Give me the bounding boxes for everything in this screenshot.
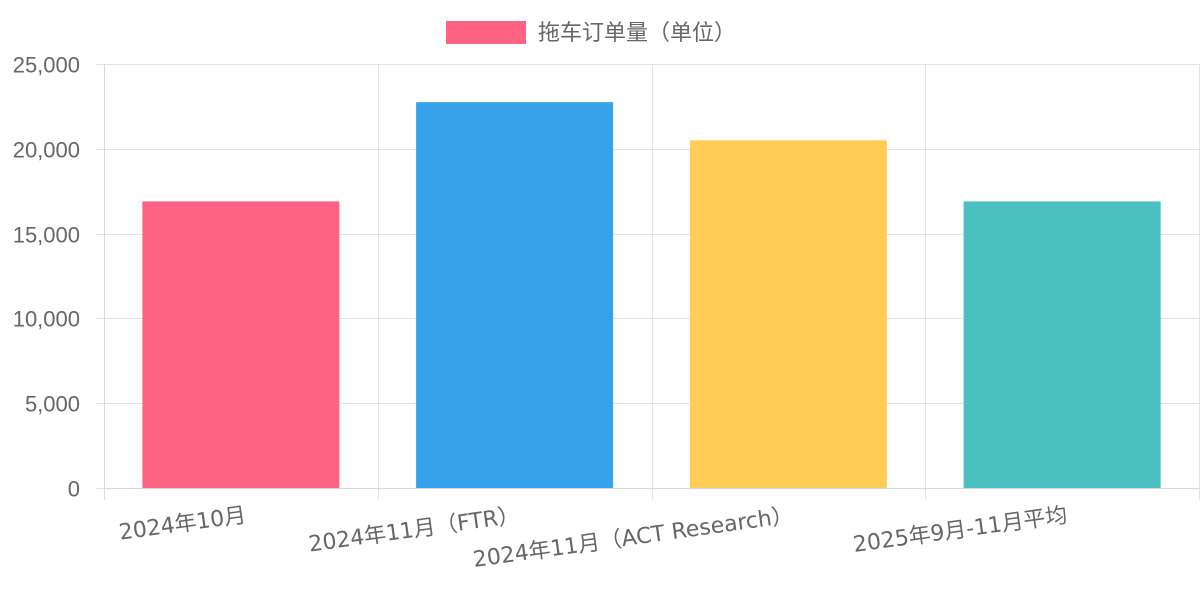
y-tick-label: 0 xyxy=(68,477,80,502)
y-tick-label: 5,000 xyxy=(25,392,80,417)
x-tick-label: 2024年11月（ACT Research） xyxy=(472,503,796,573)
y-tick-label: 15,000 xyxy=(13,223,80,248)
bar[interactable] xyxy=(142,201,340,488)
y-tick-label: 25,000 xyxy=(13,53,80,78)
legend-swatch[interactable] xyxy=(446,21,526,44)
bar[interactable] xyxy=(963,201,1161,488)
legend[interactable]: 拖车订单量（单位） xyxy=(446,21,736,46)
bar[interactable] xyxy=(689,140,887,488)
legend-label[interactable]: 拖车订单量（单位） xyxy=(538,21,736,46)
bars-layer xyxy=(142,102,1161,488)
x-tick-label: 2024年10月 xyxy=(117,503,247,546)
bar[interactable] xyxy=(416,102,614,488)
y-tick-label: 20,000 xyxy=(13,138,80,163)
y-tick-label: 10,000 xyxy=(13,307,80,332)
x-tick-label: 2025年9月-11月平均 xyxy=(852,503,1069,558)
